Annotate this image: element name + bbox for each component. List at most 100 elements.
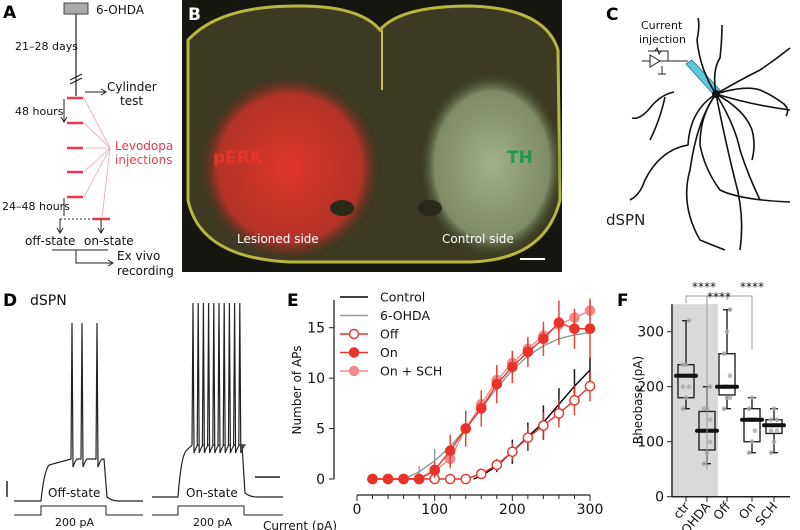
legend-marker xyxy=(348,328,360,340)
y-tick-label: 0 xyxy=(316,472,325,488)
injection-marks xyxy=(67,96,110,221)
data-point xyxy=(460,423,472,434)
series-off xyxy=(367,371,596,485)
data-point xyxy=(569,323,580,335)
bracket-ohda-off xyxy=(706,296,728,470)
data-point xyxy=(701,461,707,467)
data-point xyxy=(749,395,755,401)
th-label: TH xyxy=(507,148,533,168)
data-point xyxy=(746,406,752,412)
data-point xyxy=(768,428,774,434)
data-point xyxy=(569,395,580,406)
recording-label-2: recording xyxy=(117,264,174,278)
data-point xyxy=(680,406,686,412)
off-stimulus-label: 200 pA xyxy=(55,516,94,529)
series-6-ohda xyxy=(403,332,591,480)
data-point xyxy=(491,459,503,471)
data-point xyxy=(727,307,733,313)
data-point xyxy=(507,446,518,458)
arrow-down-icon xyxy=(56,219,105,234)
legend-item: Control xyxy=(340,290,425,305)
data-point xyxy=(771,406,777,412)
data-point xyxy=(771,439,777,445)
panel-a: A 6-OHDA 21–28 days Cylinder test 48 hou… xyxy=(2,2,174,278)
lesion-box xyxy=(63,2,89,15)
data-point xyxy=(768,450,774,456)
cell-label-c: dSPN xyxy=(606,211,645,229)
off-state-trace-label: Off-state xyxy=(48,486,100,500)
data-point xyxy=(382,473,394,485)
on-state-label: on-state xyxy=(84,234,134,248)
data-point xyxy=(683,362,689,368)
data-point xyxy=(475,403,487,414)
panel-e: E Current (pA) Number of APs 0 5 10 15 0 100 2… xyxy=(263,290,603,530)
data-point xyxy=(553,408,565,419)
perk-label: pERK xyxy=(213,148,264,168)
panel-label-c: C xyxy=(606,5,618,25)
x-axis-label: Current (pA) xyxy=(263,519,337,530)
recording-arrow-icon xyxy=(52,249,114,267)
box xyxy=(677,364,695,399)
data-point xyxy=(538,333,549,345)
x-tick-label: 100 xyxy=(421,502,448,518)
data-point xyxy=(680,384,686,390)
data-point xyxy=(507,361,518,373)
control-striatum xyxy=(420,73,564,257)
box-SCH xyxy=(762,406,786,456)
y-tick-label: 300 xyxy=(637,325,664,341)
panel-b: B pERK TH Lesioned side Control side xyxy=(182,0,564,272)
interval-label: 48 hours xyxy=(15,105,64,118)
delay2-label: 24–48 hours xyxy=(2,200,70,213)
data-point xyxy=(460,473,472,485)
data-point xyxy=(707,384,713,390)
arrow-right-icon xyxy=(85,88,107,96)
y-tick-label: 100 xyxy=(637,435,664,451)
x-tick-label: 0 xyxy=(353,502,362,518)
data-point xyxy=(727,395,733,401)
series-on xyxy=(367,298,596,485)
data-point xyxy=(429,464,440,476)
panel-label-d: D xyxy=(3,291,17,311)
x-tick-label: Off xyxy=(710,499,734,523)
amplifier-icon xyxy=(642,46,688,75)
data-point xyxy=(367,473,378,485)
data-point xyxy=(686,318,692,324)
data-point xyxy=(444,473,456,485)
legend-item: On + SCH xyxy=(340,364,442,379)
on-stimulus-step xyxy=(152,505,283,516)
box-On xyxy=(740,395,764,456)
injections-label-1: Levodopa xyxy=(115,139,173,153)
y-tick-label: 5 xyxy=(316,422,325,438)
stim-label-1: Current xyxy=(641,19,683,32)
significance-label: **** xyxy=(707,290,731,304)
data-point xyxy=(686,384,692,390)
x-tick-label: 300 xyxy=(577,502,604,518)
y-axis-label: Number of APs xyxy=(290,346,304,435)
significance-label: **** xyxy=(692,280,716,294)
y-tick-label: 200 xyxy=(637,380,664,396)
arrow-down-icon xyxy=(60,99,68,123)
legend-label: On xyxy=(380,345,398,360)
legend-item: On xyxy=(340,345,398,360)
legend-label: 6-OHDA xyxy=(380,308,430,323)
data-point xyxy=(584,380,596,392)
x-tick-label: 200 xyxy=(499,502,526,518)
data-point xyxy=(683,395,689,401)
shaded-region xyxy=(673,304,718,497)
test-label-2: test xyxy=(120,94,143,108)
data-point xyxy=(413,473,425,485)
data-point xyxy=(475,468,487,480)
data-point xyxy=(774,428,780,434)
panel-d: D dSPN Off-state On-state 200 pA 200 pA xyxy=(3,291,283,529)
x-tick-label: SCH xyxy=(752,499,780,529)
delay1-label: 21–28 days xyxy=(15,40,78,53)
injection-pointers xyxy=(83,97,111,219)
legend-label: On + SCH xyxy=(380,364,442,379)
series-control xyxy=(473,356,591,480)
series-line xyxy=(403,332,591,480)
panel-label-e: E xyxy=(287,291,299,311)
off-stimulus-step xyxy=(14,505,143,516)
off-state-label: off-state xyxy=(25,234,75,248)
